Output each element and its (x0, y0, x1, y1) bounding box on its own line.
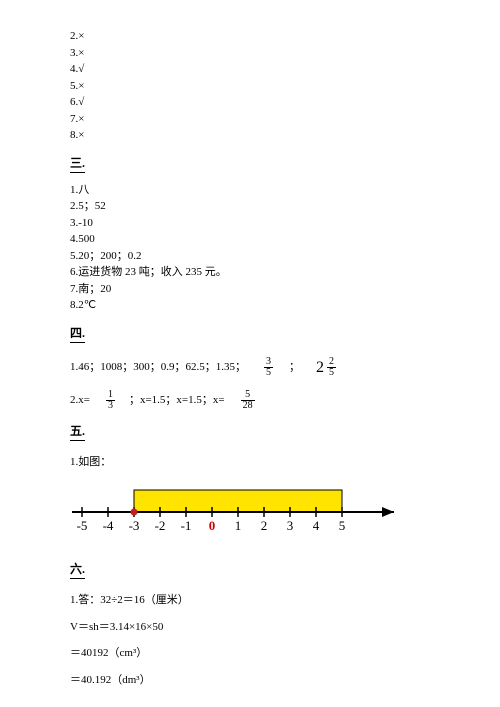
fraction: 1 3 (106, 390, 115, 412)
number-line-svg: -5 -4 -3 -2 -1 0 1 2 3 4 5 (70, 482, 400, 540)
mixed-fraction: 2 2 5 (316, 356, 338, 380)
ans-item: 5.× (70, 78, 430, 95)
svg-text:-1: -1 (181, 518, 192, 533)
ans-item: 4.500 (70, 231, 430, 248)
number-line-figure: -5 -4 -3 -2 -1 0 1 2 3 4 5 (70, 482, 430, 540)
ans-item: 6.√ (70, 94, 430, 111)
sec5-text: 1.如图： (70, 454, 430, 471)
svg-text:4: 4 (313, 518, 320, 533)
ans-item: 1.八 (70, 182, 430, 199)
svg-text:5: 5 (339, 518, 346, 533)
separator: ； (289, 359, 300, 376)
ans-item: ＝40192（cm³） (70, 645, 430, 662)
section-five-head: 五. (70, 422, 85, 441)
ans-item: 2.× (70, 28, 430, 45)
svg-text:2: 2 (261, 518, 268, 533)
ans-item: 7.南；20 (70, 281, 430, 298)
text-part: 1.46；1008；300；0.9；62.5；1.35； (70, 359, 246, 376)
svg-text:-2: -2 (155, 518, 166, 533)
section-two-answers: 2.× 3.× 4.√ 5.× 6.√ 7.× 8.× (70, 28, 430, 144)
ans-item: 6.运进货物 23 吨；收入 235 元。 (70, 264, 430, 281)
section-six-head: 六. (70, 560, 85, 579)
sec4-line1: 1.46；1008；300；0.9；62.5；1.35； 3 5 ； 2 2 5 (70, 356, 430, 380)
section-three-body: 1.八 2.5；52 3.-10 4.500 5.20；200；0.2 6.运进… (70, 182, 430, 314)
svg-text:0: 0 (209, 518, 216, 533)
ans-item: 1.答：32÷2＝16（厘米） (70, 592, 430, 609)
svg-text:-5: -5 (77, 518, 88, 533)
ans-item: 5.20；200；0.2 (70, 248, 430, 265)
ans-item: 8.2℃ (70, 297, 430, 314)
section-four-head: 四. (70, 324, 85, 343)
ans-item: V＝sh＝3.14×16×50 (70, 619, 430, 636)
fraction: 5 28 (241, 390, 255, 412)
ans-item: 8.× (70, 127, 430, 144)
ans-item: 3.-10 (70, 215, 430, 232)
sec4-line2: 2.x= 1 3 ；x=1.5；x=1.5；x= 5 28 (70, 390, 430, 412)
fraction: 3 5 (264, 357, 273, 379)
svg-text:-3: -3 (129, 518, 140, 533)
text-part: ；x=1.5；x=1.5；x= (129, 392, 225, 409)
ans-item: 3.× (70, 45, 430, 62)
svg-text:3: 3 (287, 518, 294, 533)
ans-item: 2.5；52 (70, 198, 430, 215)
ans-item: 4.√ (70, 61, 430, 78)
ans-item: 7.× (70, 111, 430, 128)
section-six-body: 1.答：32÷2＝16（厘米） V＝sh＝3.14×16×50 ＝40192（c… (70, 592, 430, 688)
section-three-head: 三. (70, 154, 85, 173)
text-part: 2.x= (70, 392, 90, 409)
svg-text:1: 1 (235, 518, 242, 533)
svg-text:-4: -4 (103, 518, 114, 533)
ans-item: ＝40.192（dm³） (70, 672, 430, 689)
